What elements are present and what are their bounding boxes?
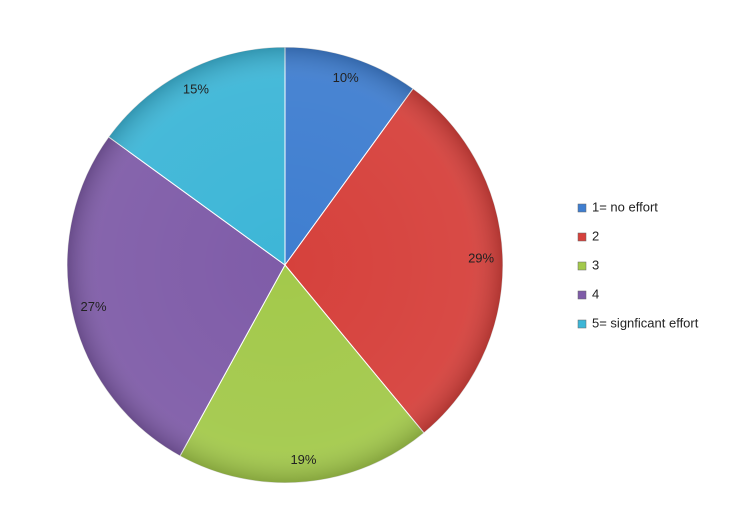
data-label: 15% <box>183 82 209 97</box>
legend-label: 3 <box>592 257 599 272</box>
legend-label: 2 <box>592 228 599 243</box>
legend-label: 5= signficant effort <box>592 315 699 330</box>
data-label: 19% <box>290 452 316 467</box>
legend-swatch <box>577 261 587 271</box>
data-label: 10% <box>333 70 359 85</box>
legend-swatch <box>577 232 587 242</box>
data-label: 29% <box>468 250 494 265</box>
legend-label: 1= no effort <box>592 199 658 214</box>
legend-swatch <box>577 319 587 329</box>
legend-swatch <box>577 290 587 300</box>
legend-swatch <box>577 203 587 213</box>
data-label: 27% <box>81 299 107 314</box>
legend-label: 4 <box>592 286 599 301</box>
